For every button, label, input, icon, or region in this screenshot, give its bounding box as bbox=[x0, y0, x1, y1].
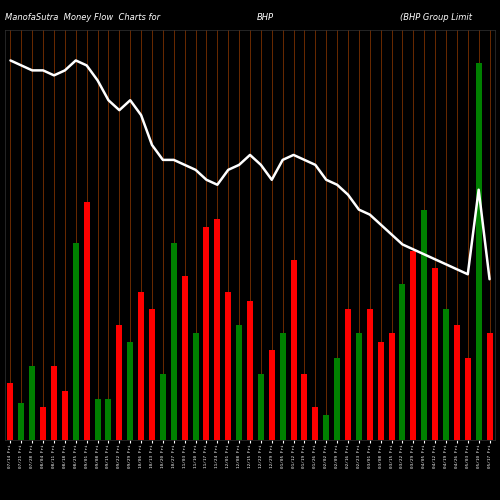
Bar bbox=[454, 325, 460, 440]
Bar bbox=[258, 374, 264, 440]
Bar bbox=[290, 260, 296, 440]
Bar bbox=[73, 243, 79, 440]
Bar bbox=[323, 416, 329, 440]
Bar bbox=[138, 292, 144, 440]
Bar bbox=[247, 300, 253, 440]
Bar bbox=[367, 309, 373, 440]
Bar bbox=[236, 325, 242, 440]
Bar bbox=[51, 366, 57, 440]
Bar bbox=[192, 334, 198, 440]
Bar bbox=[204, 227, 210, 440]
Bar bbox=[400, 284, 406, 440]
Bar bbox=[182, 276, 188, 440]
Bar bbox=[345, 309, 351, 440]
Bar bbox=[225, 292, 231, 440]
Bar bbox=[280, 334, 285, 440]
Bar bbox=[443, 309, 449, 440]
Text: ManofaSutra  Money Flow  Charts for: ManofaSutra Money Flow Charts for bbox=[5, 12, 160, 22]
Bar bbox=[214, 218, 220, 440]
Bar bbox=[421, 210, 427, 440]
Bar bbox=[62, 391, 68, 440]
Bar bbox=[388, 334, 394, 440]
Bar bbox=[410, 252, 416, 440]
Bar bbox=[476, 63, 482, 440]
Bar bbox=[116, 325, 122, 440]
Bar bbox=[94, 399, 100, 440]
Bar bbox=[40, 407, 46, 440]
Bar bbox=[356, 334, 362, 440]
Text: (BHP Group Limit: (BHP Group Limit bbox=[400, 12, 472, 22]
Bar bbox=[486, 334, 492, 440]
Bar bbox=[312, 407, 318, 440]
Bar bbox=[465, 358, 471, 440]
Bar bbox=[160, 374, 166, 440]
Text: BHP: BHP bbox=[256, 12, 274, 22]
Bar bbox=[84, 202, 89, 440]
Bar bbox=[106, 399, 112, 440]
Bar bbox=[29, 366, 35, 440]
Bar bbox=[8, 382, 14, 440]
Bar bbox=[149, 309, 155, 440]
Bar bbox=[378, 342, 384, 440]
Bar bbox=[302, 374, 308, 440]
Bar bbox=[432, 268, 438, 440]
Bar bbox=[127, 342, 133, 440]
Bar bbox=[171, 243, 177, 440]
Bar bbox=[18, 403, 24, 440]
Bar bbox=[269, 350, 275, 440]
Bar bbox=[334, 358, 340, 440]
